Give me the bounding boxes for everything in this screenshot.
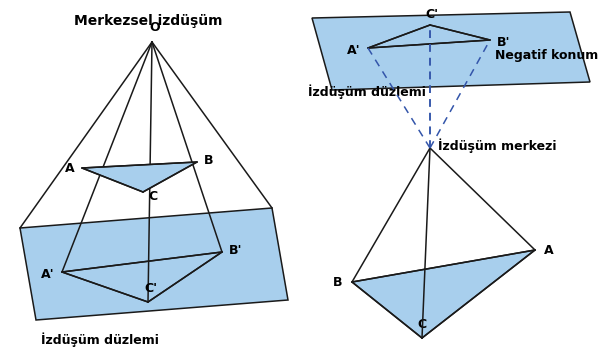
Text: A: A: [65, 162, 75, 175]
Text: A': A': [347, 44, 361, 58]
Text: İzdüşüm merkezi: İzdüşüm merkezi: [438, 139, 557, 153]
Text: İzdüşüm düzlemi: İzdüşüm düzlemi: [308, 85, 426, 99]
Polygon shape: [62, 252, 222, 302]
Text: C': C': [145, 282, 157, 295]
Text: C: C: [148, 191, 157, 203]
Polygon shape: [368, 25, 490, 48]
Text: B': B': [229, 244, 243, 257]
Text: İzdüşüm düzlemi: İzdüşüm düzlemi: [41, 333, 159, 347]
Text: B: B: [204, 153, 214, 166]
Polygon shape: [82, 162, 197, 192]
Polygon shape: [352, 250, 535, 338]
Polygon shape: [20, 208, 288, 320]
Text: A': A': [41, 268, 55, 280]
Text: Negatif konum: Negatif konum: [495, 49, 598, 61]
Text: B: B: [333, 275, 343, 289]
Text: C: C: [417, 318, 427, 332]
Text: C': C': [425, 9, 439, 22]
Text: B': B': [497, 37, 511, 49]
Polygon shape: [312, 12, 590, 90]
Text: A: A: [544, 244, 554, 257]
Text: Merkezsel izdüşüm: Merkezsel izdüşüm: [74, 14, 222, 28]
Text: O: O: [149, 21, 160, 34]
